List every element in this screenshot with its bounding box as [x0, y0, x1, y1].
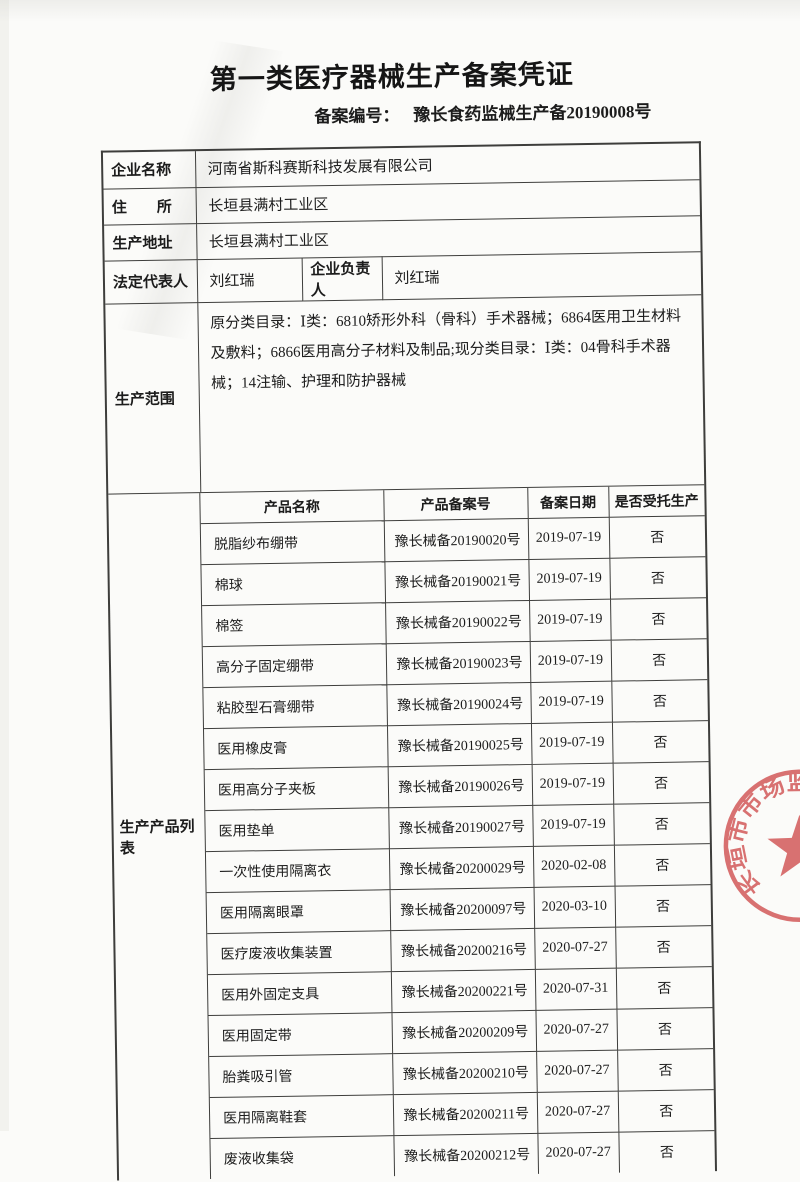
- filing-number-label: 备案编号：: [314, 105, 400, 127]
- entrusted-production-cell: 否: [613, 802, 710, 846]
- scan-shadow-top: [0, 0, 800, 22]
- filing-number-value: 豫长食药监械生产备20190008号: [413, 101, 652, 125]
- col-header-entrusted: 是否受托生产: [608, 485, 705, 518]
- info-row-production-scope: 生产范围 原分类目录：Ⅰ类：6810矫形外科（骨科）手术器械；6864医用卫生材…: [105, 294, 705, 494]
- product-row: 废液收集袋 豫长械备20200212号 2020-07-27 否: [210, 1130, 716, 1180]
- filing-date-cell: 2020-07-27: [535, 1009, 618, 1052]
- product-list-section: 生产产品列表 产品名称 产品备案号 备案日期 是否受托生产 脱脂纱布绷带 豫长械…: [108, 484, 716, 1181]
- product-filing-no-cell: 豫长械备20200216号: [390, 928, 535, 972]
- filing-date-cell: 2020-07-27: [537, 1132, 620, 1174]
- product-name-cell: 高分子固定绷带: [202, 643, 387, 688]
- product-filing-no-cell: 豫长械备20200209号: [391, 1010, 537, 1054]
- product-name-cell: 粘胶型石膏绷带: [203, 684, 387, 729]
- filing-date-cell: 2020-03-10: [533, 886, 616, 929]
- entrusted-production-cell: 否: [609, 556, 707, 600]
- product-name-cell: 医用隔离鞋套: [209, 1094, 394, 1139]
- col-header-filing-no: 产品备案号: [383, 487, 528, 521]
- product-filing-no-cell: 豫长械备20190020号: [383, 518, 529, 562]
- product-filing-no-cell: 豫长械备20190021号: [384, 559, 530, 603]
- residence-label-text: 住 所: [111, 199, 172, 216]
- scan-edge-shadow: [0, 0, 9, 1131]
- product-filing-no-cell: 豫长械备20190023号: [385, 641, 531, 685]
- product-filing-no-cell: 豫长械备20200211号: [392, 1092, 538, 1136]
- entrusted-production-cell: 否: [618, 1130, 716, 1173]
- filing-date-cell: 2020-02-08: [532, 845, 615, 888]
- product-name-cell: 棉球: [201, 561, 386, 606]
- entrusted-production-cell: 否: [608, 515, 706, 559]
- production-address-label: 生产地址: [104, 223, 197, 261]
- certificate-table: 企业名称 河南省斯科赛斯科技发展有限公司 住 所 长垣县满村工业区 生产地址 长…: [100, 141, 718, 1181]
- seal-star-icon: [767, 814, 800, 877]
- svg-text:长垣市市场监督管理局: 长垣市市场监督管理局: [723, 770, 800, 901]
- entrusted-production-cell: 否: [610, 638, 708, 682]
- product-name-cell: 医用隔离眼罩: [206, 889, 391, 934]
- product-filing-no-cell: 豫长械备20190026号: [387, 764, 533, 808]
- product-name-cell: 一次性使用隔离衣: [205, 848, 390, 893]
- filing-number-line: 备案编号： 豫长食药监械生产备20190008号: [314, 97, 651, 127]
- entrusted-production-cell: 否: [615, 925, 712, 969]
- product-name-cell: 医用固定带: [208, 1012, 393, 1057]
- product-filing-no-cell: 豫长械备20190024号: [386, 682, 531, 726]
- seal-arc-text: 长垣市市场监督管理局: [723, 770, 800, 901]
- filing-date-cell: 2019-07-19: [530, 722, 613, 765]
- filing-date-cell: 2019-07-19: [532, 804, 614, 847]
- product-name-cell: 医用外固定支具: [207, 971, 392, 1016]
- filing-date-cell: 2020-07-27: [536, 1050, 618, 1093]
- entrusted-production-cell: 否: [610, 597, 707, 641]
- entrusted-production-cell: 否: [617, 1089, 715, 1133]
- entrusted-production-cell: 否: [612, 761, 710, 805]
- product-name-cell: 棉签: [202, 602, 386, 647]
- filing-date-cell: 2019-07-19: [531, 763, 614, 806]
- product-name-cell: 医疗废液收集装置: [207, 930, 391, 975]
- product-table: 产品名称 产品备案号 备案日期 是否受托生产 脱脂纱布绷带 豫长械备201900…: [200, 485, 716, 1180]
- legal-representative-label: 法定代表人: [104, 259, 198, 304]
- company-info-table: 企业名称 河南省斯科赛斯科技发展有限公司 住 所 长垣县满村工业区 生产地址 长…: [102, 143, 705, 494]
- filing-date-cell: 2019-07-19: [529, 599, 611, 642]
- col-header-filing-date: 备案日期: [527, 486, 609, 519]
- entrusted-production-cell: 否: [614, 884, 712, 928]
- entrusted-production-cell: 否: [615, 966, 713, 1010]
- product-name-cell: 废液收集袋: [210, 1135, 395, 1180]
- products-section-label: 生产产品列表: [108, 493, 212, 1181]
- product-table-body: 脱脂纱布绷带 豫长械备20190020号 2019-07-19 否 棉球 豫长械…: [200, 515, 716, 1180]
- filing-date-cell: 2019-07-19: [527, 517, 610, 560]
- entrusted-production-cell: 否: [616, 1007, 714, 1051]
- product-filing-no-cell: 豫长械备20200210号: [392, 1051, 537, 1095]
- filing-date-cell: 2019-07-19: [529, 640, 612, 683]
- production-scope-text: 原分类目录：Ⅰ类：6810矫形外科（骨科）手术器械；6864医用卫生材料及敷料；…: [197, 294, 705, 493]
- product-filing-no-cell: 豫长械备20200097号: [389, 887, 535, 931]
- seal-ring: [723, 769, 800, 922]
- product-filing-no-cell: 豫长械备20200212号: [393, 1133, 539, 1177]
- product-name-cell: 医用橡皮膏: [203, 725, 388, 770]
- page-title: 第一类医疗器械生产备案凭证: [209, 59, 574, 95]
- product-filing-no-cell: 豫长械备20190027号: [388, 805, 533, 849]
- product-filing-no-cell: 豫长械备20190022号: [385, 600, 530, 644]
- product-name-cell: 胎粪吸引管: [209, 1053, 393, 1098]
- filing-date-cell: 2020-07-27: [536, 1091, 619, 1134]
- product-name-cell: 医用高分子夹板: [204, 766, 389, 811]
- product-name-cell: 医用垫单: [205, 807, 389, 852]
- certificate-document: 第一类医疗器械生产备案凭证 备案编号： 豫长食药监械生产备20190008号 企业…: [100, 59, 800, 1181]
- official-seal-stamp: 长垣市市场监督管理局 41072: [723, 769, 800, 922]
- filing-date-cell: 2020-07-27: [534, 927, 616, 970]
- company-name-label: 企业名称: [102, 151, 196, 189]
- production-scope-label: 生产范围: [105, 302, 201, 494]
- col-header-product-name: 产品名称: [200, 490, 384, 524]
- product-filing-no-cell: 豫长械备20200221号: [390, 969, 536, 1013]
- filing-date-cell: 2019-07-19: [530, 681, 612, 724]
- product-filing-no-cell: 豫长械备20200029号: [388, 846, 534, 890]
- product-name-cell: 脱脂纱布绷带: [200, 520, 385, 565]
- entrusted-production-cell: 否: [611, 679, 708, 723]
- residence-label: 住 所: [103, 187, 197, 225]
- filing-date-cell: 2019-07-19: [528, 558, 611, 601]
- entrusted-production-cell: 否: [611, 720, 709, 764]
- filing-date-cell: 2020-07-31: [534, 968, 617, 1011]
- entrusted-production-cell: 否: [613, 843, 711, 887]
- enterprise-manager-value: 刘红瑞: [381, 251, 702, 300]
- entrusted-production-cell: 否: [617, 1048, 714, 1092]
- product-filing-no-cell: 豫长械备20190025号: [386, 723, 532, 767]
- enterprise-manager-label: 企业负责人: [301, 256, 383, 301]
- legal-representative-value: 刘红瑞: [196, 257, 303, 303]
